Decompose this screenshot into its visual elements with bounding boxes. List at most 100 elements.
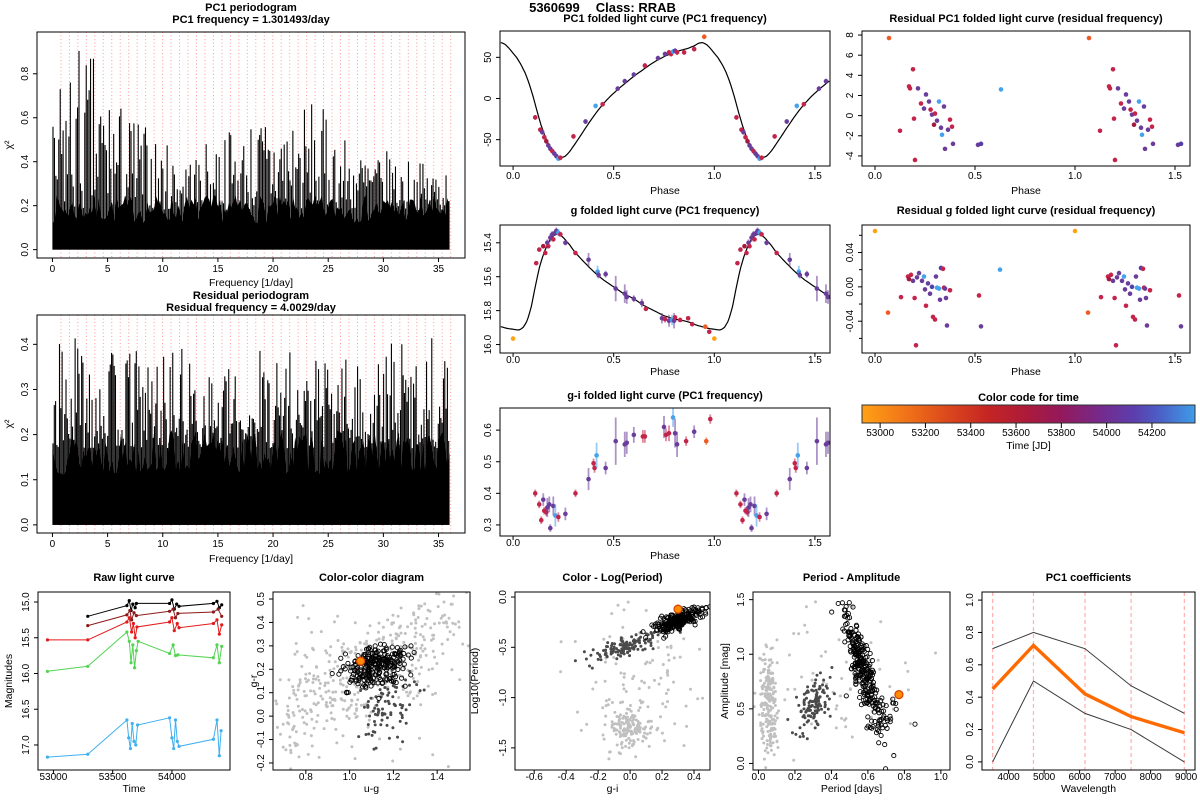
svg-text:0.0: 0.0 xyxy=(506,171,520,182)
colorbar-title: Color code for time xyxy=(978,392,1079,404)
plot-box xyxy=(37,591,231,771)
svg-text:-0.5: -0.5 xyxy=(498,638,509,656)
panel-raw-light-curve: Raw light curve 53000 53500 54000 15.0 15.5 16… xyxy=(0,570,245,800)
svg-text:25: 25 xyxy=(323,264,335,275)
time-colorbar xyxy=(861,404,1196,424)
x-axis-label: Phase xyxy=(1011,185,1041,197)
svg-text:0.5: 0.5 xyxy=(968,355,982,366)
plot-box xyxy=(981,591,1196,771)
plot-box xyxy=(36,314,466,534)
svg-text:-2: -2 xyxy=(845,131,856,140)
svg-text:0.5: 0.5 xyxy=(968,171,982,182)
svg-text:0: 0 xyxy=(50,264,56,275)
svg-text:0.0: 0.0 xyxy=(752,772,766,783)
svg-text:30: 30 xyxy=(378,264,390,275)
svg-text:53400: 53400 xyxy=(957,428,985,439)
svg-text:35: 35 xyxy=(433,539,445,550)
svg-text:54000: 54000 xyxy=(158,772,186,783)
dark-scatter-cloud xyxy=(786,666,836,741)
svg-text:25: 25 xyxy=(323,539,335,550)
svg-text:0.0: 0.0 xyxy=(498,590,509,604)
svg-text:-0.2: -0.2 xyxy=(589,772,607,783)
svg-text:1.5: 1.5 xyxy=(1168,171,1182,182)
svg-text:0.5: 0.5 xyxy=(256,592,267,606)
y-axis: -4 -2 0 2 4 6 8 xyxy=(845,32,862,160)
light-curve-series xyxy=(45,616,224,642)
svg-text:0.0: 0.0 xyxy=(20,242,31,256)
gray-scatter-cloud xyxy=(753,643,780,770)
page-title: 5360699 Class: RRAB xyxy=(480,0,725,16)
x-axis-label: Phase xyxy=(650,550,680,562)
svg-text:0.04: 0.04 xyxy=(845,242,856,262)
gi-folded-canvas: g-i folded light curve (PC1 frequency) 0.… xyxy=(483,390,831,562)
filter-wavelength-guides xyxy=(992,592,1186,770)
pc1-coefficients-canvas: PC1 coefficients 4000 5000 6000 7000 8000 9000… xyxy=(965,572,1198,795)
svg-text:0.4: 0.4 xyxy=(687,772,701,783)
svg-text:0.2: 0.2 xyxy=(788,772,802,783)
svg-text:53600: 53600 xyxy=(1002,428,1030,439)
panel-residual-pc1: Residual PC1 folded light curve (residua… xyxy=(828,0,1200,202)
y-axis-label: Amplitude [mag] xyxy=(719,643,731,719)
svg-text:16.0: 16.0 xyxy=(21,663,32,683)
svg-text:5: 5 xyxy=(105,539,111,550)
periodogram-spikes xyxy=(52,338,450,525)
svg-text:0.4: 0.4 xyxy=(965,690,976,704)
svg-text:1.5: 1.5 xyxy=(808,355,822,366)
svg-text:15.4: 15.4 xyxy=(483,233,494,253)
panel-g-folded: g folded light curve (PC1 frequency) 0.0 0… xyxy=(480,205,860,388)
panel-pc1-coefficients: PC1 coefficients 4000 5000 6000 7000 8000 9000… xyxy=(955,570,1200,800)
svg-text:0.5: 0.5 xyxy=(607,171,621,182)
svg-text:30: 30 xyxy=(378,539,390,550)
open-scatter-cloud xyxy=(829,600,890,770)
svg-text:15: 15 xyxy=(212,264,224,275)
plot-box xyxy=(752,591,951,771)
svg-text:9000: 9000 xyxy=(1175,772,1198,783)
plot-area xyxy=(753,600,937,770)
svg-text:0.5: 0.5 xyxy=(736,701,747,715)
svg-text:15.8: 15.8 xyxy=(483,300,494,320)
svg-text:0.0: 0.0 xyxy=(736,756,747,770)
svg-text:0.0: 0.0 xyxy=(506,355,520,366)
gray-scatter-cloud xyxy=(601,698,677,759)
y-axis: 15.0 15.5 16.0 16.5 17.0 xyxy=(21,592,38,755)
svg-text:1.5: 1.5 xyxy=(736,592,747,606)
svg-text:0.6: 0.6 xyxy=(965,657,976,671)
svg-text:20: 20 xyxy=(267,539,279,550)
x-axis: 0 5 10 15 20 25 30 35 xyxy=(50,258,445,275)
plot-box xyxy=(861,30,1191,167)
pc1-coefficient-line xyxy=(991,642,1185,735)
svg-text:0: 0 xyxy=(845,112,856,118)
svg-text:6000: 6000 xyxy=(1069,772,1092,783)
svg-text:0.3: 0.3 xyxy=(20,382,31,396)
dark-scatter-cloud xyxy=(357,663,426,751)
svg-text:1.0: 1.0 xyxy=(1068,171,1082,182)
svg-text:1.0: 1.0 xyxy=(707,355,721,366)
panel-subtitle: Residual frequency = 4.0029/day xyxy=(166,302,337,314)
panel-period-amplitude: Period - Amplitude 0.0 0.2 0.4 0.6 0.8 1.0 0.0 0… xyxy=(715,570,965,800)
x-axis-label: u-g xyxy=(364,783,379,795)
open-scatter-cloud xyxy=(843,673,918,759)
svg-text:16.0: 16.0 xyxy=(483,334,494,354)
colorbar-axis-label: Time [JD] xyxy=(1006,440,1051,452)
y-axis-label: Magnitudes xyxy=(3,654,15,708)
svg-text:1.5: 1.5 xyxy=(808,171,822,182)
plot-box xyxy=(272,591,471,771)
plot-area xyxy=(991,592,1186,770)
model-curve xyxy=(500,233,830,331)
svg-text:1.0: 1.0 xyxy=(707,538,721,549)
x-axis: 4000 5000 6000 7000 8000 9000 xyxy=(998,770,1198,783)
svg-text:1.0: 1.0 xyxy=(1068,355,1082,366)
svg-text:5000: 5000 xyxy=(1033,772,1056,783)
svg-text:10: 10 xyxy=(157,264,169,275)
plot-area xyxy=(500,227,830,341)
periodogram-spikes xyxy=(52,51,450,250)
svg-text:15.6: 15.6 xyxy=(483,267,494,287)
svg-text:15: 15 xyxy=(212,539,224,550)
panel-title: Color-color diagram xyxy=(319,572,424,584)
panel-title: PC1 coefficients xyxy=(1046,572,1132,584)
y-axis: -0.04 0.00 0.04 xyxy=(845,234,862,339)
svg-text:-50: -50 xyxy=(483,132,494,147)
svg-text:-0.4: -0.4 xyxy=(558,772,576,783)
